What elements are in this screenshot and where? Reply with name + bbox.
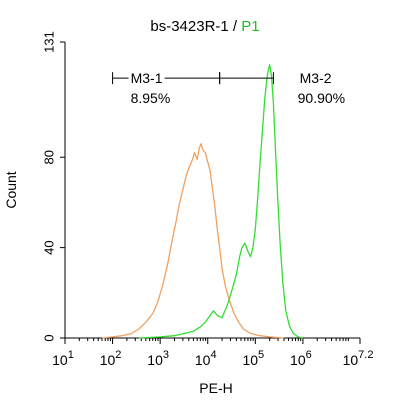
histogram-line-2 [138,63,304,339]
histogram-series [102,63,304,339]
x-tick-label: 102 [100,349,122,368]
chart-title: bs-3423R-1 / P1 [150,18,259,35]
x-tick-label: 105 [242,349,264,368]
x-axis-label: PE-H [199,380,232,396]
gate-percent: 90.90% [298,90,345,106]
x-tick-label: 103 [147,349,169,368]
x-tick-label: 104 [195,349,217,368]
gate-label-bg [128,71,165,86]
gate-label-bg [297,71,334,86]
x-tick-label: 101 [52,349,74,368]
chart-title-sample: bs-3423R-1 / [150,18,241,35]
gate-name: M3-1 [131,70,163,86]
y-tick-label: 40 [41,240,56,254]
plot-axes [64,42,360,339]
histogram-line-1 [102,143,284,339]
x-tick-label: 107.2 [343,349,374,368]
gate-markers: M3-1 8.95% M3-2 90.90% [112,70,345,106]
chart-title-gate: P1 [241,18,259,35]
gate-name: M3-2 [300,70,332,86]
axis-ticks: 0 40 80 131 101 102 103 104 105 106 107.2 [41,31,373,368]
y-tick-label: 0 [41,334,56,341]
gate-percent: 8.95% [131,90,171,106]
y-tick-label: 131 [41,31,56,53]
y-axis-label: Count [3,171,19,208]
y-tick-label: 80 [41,150,56,164]
x-tick-label: 106 [290,349,312,368]
